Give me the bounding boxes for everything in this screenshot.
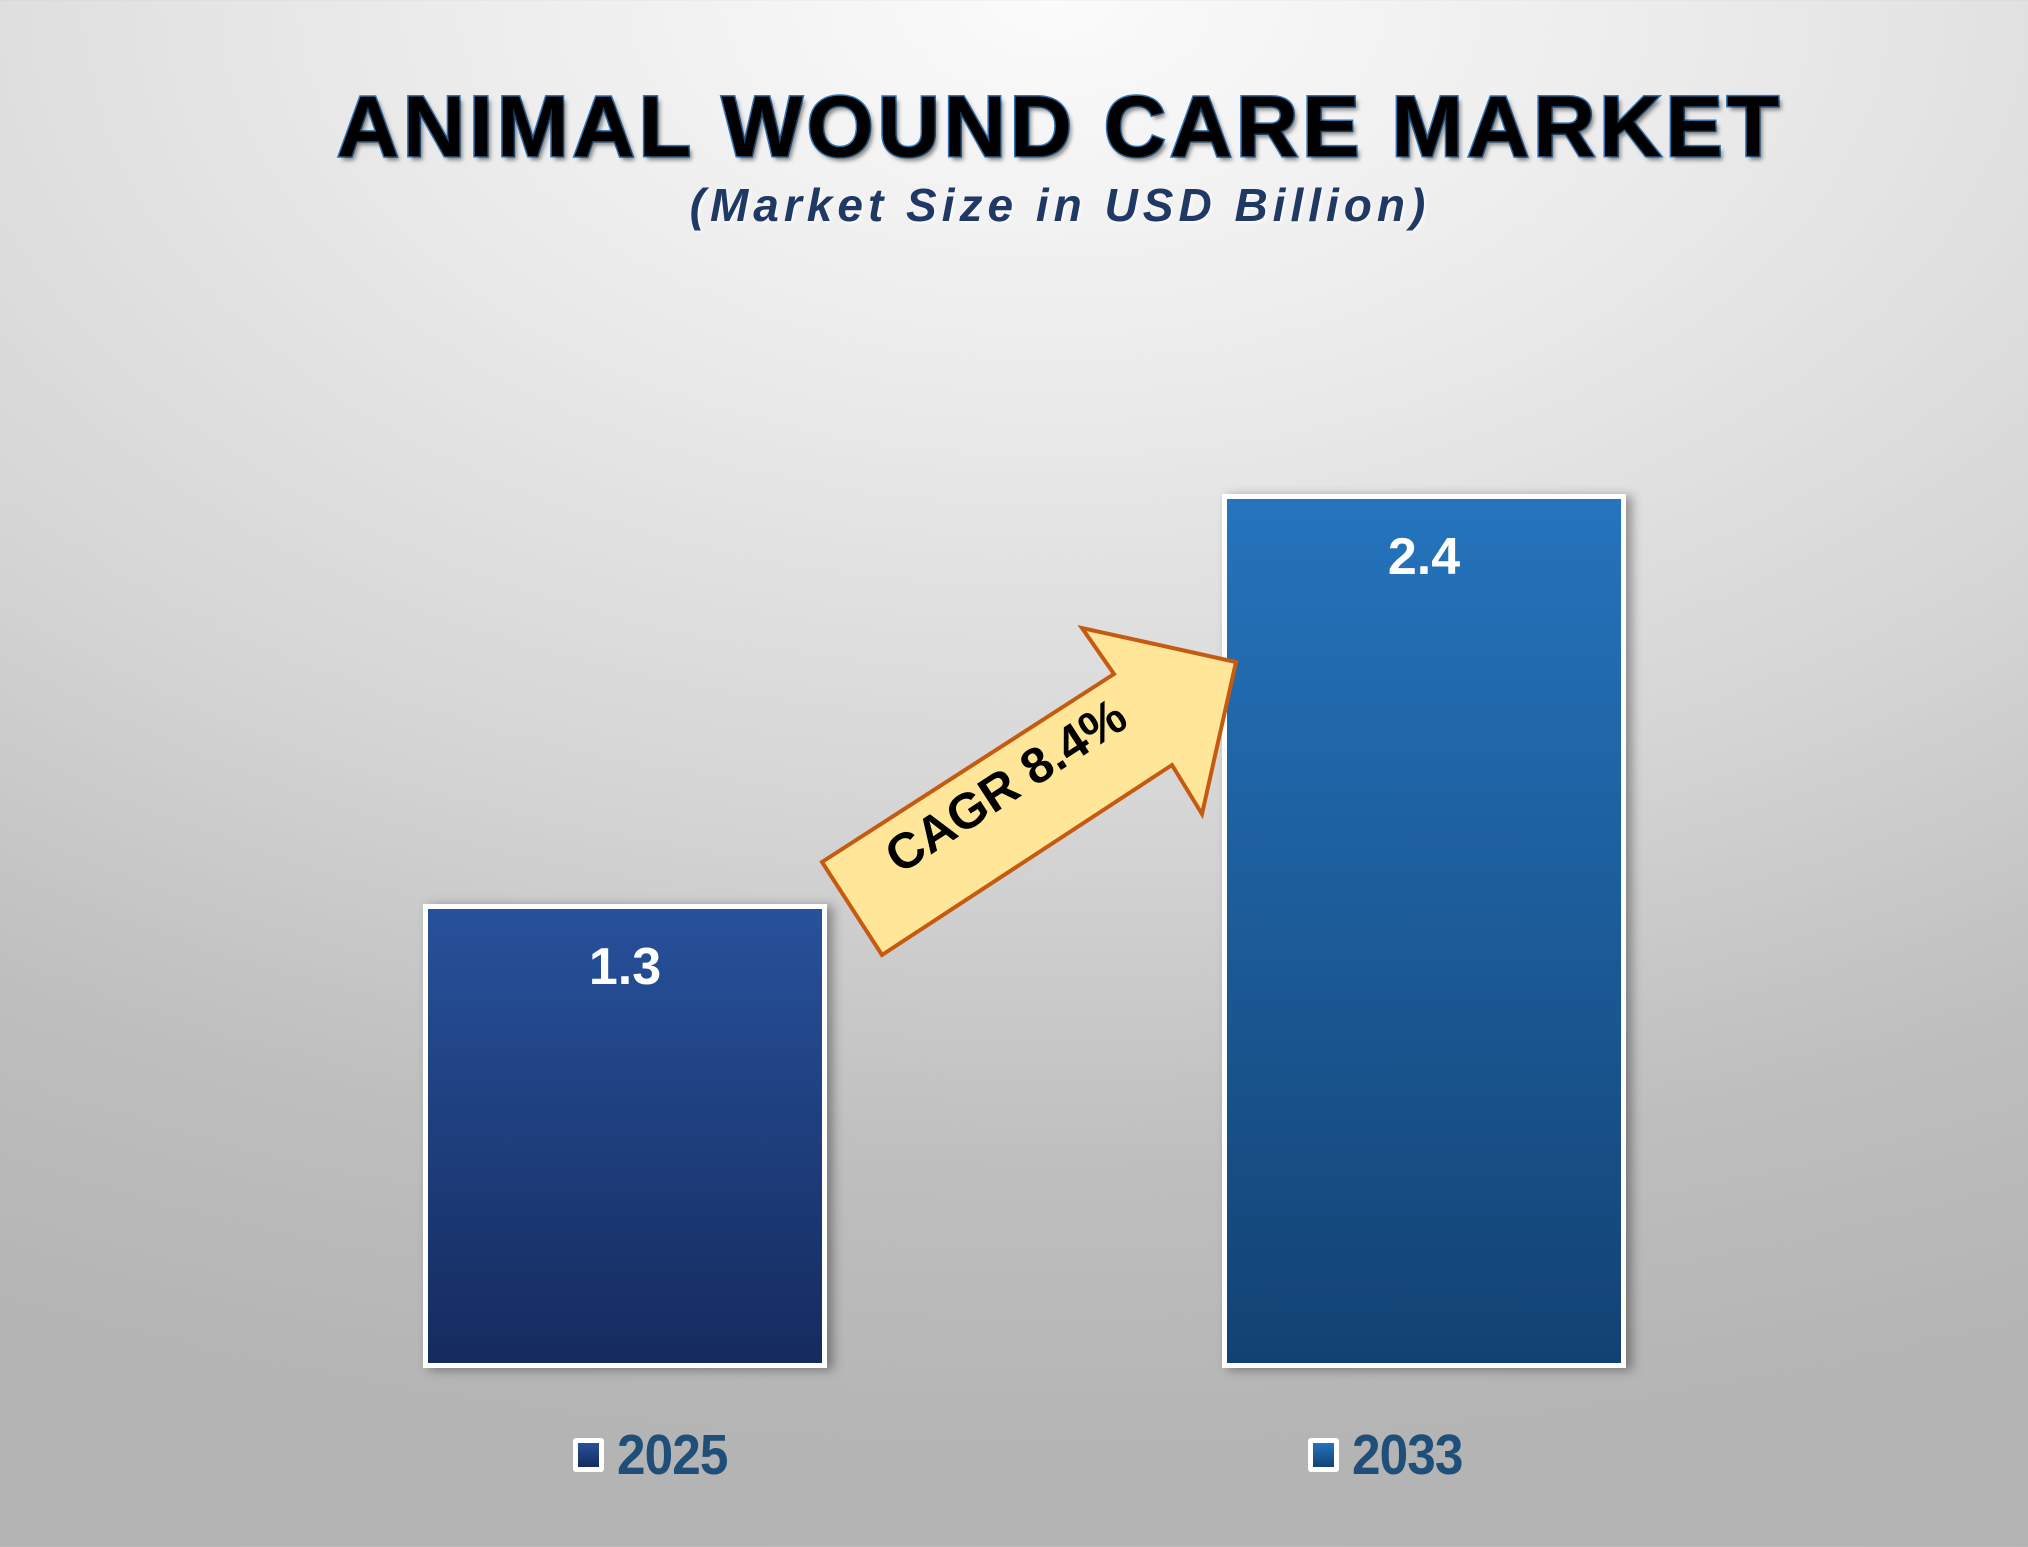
legend-label: 2033 xyxy=(1352,1422,1463,1487)
bar-value-label: 1.3 xyxy=(588,938,662,996)
legend-swatch-icon xyxy=(573,1438,604,1472)
chart-title: ANIMAL WOUND CARE MARKET xyxy=(335,78,1784,177)
legend-item-2025: 2025 xyxy=(573,1426,740,1483)
bar-2033: 2.4 xyxy=(1222,494,1626,1368)
chart-subtitle: (Market Size in USD Billion) xyxy=(689,179,1431,231)
legend-swatch-icon xyxy=(1308,1438,1339,1472)
bar-value-label: 2.4 xyxy=(1387,528,1461,586)
bar-2025: 1.3 xyxy=(423,904,827,1368)
legend-item-2033: 2033 xyxy=(1308,1426,1475,1483)
legend-label: 2025 xyxy=(617,1422,728,1487)
